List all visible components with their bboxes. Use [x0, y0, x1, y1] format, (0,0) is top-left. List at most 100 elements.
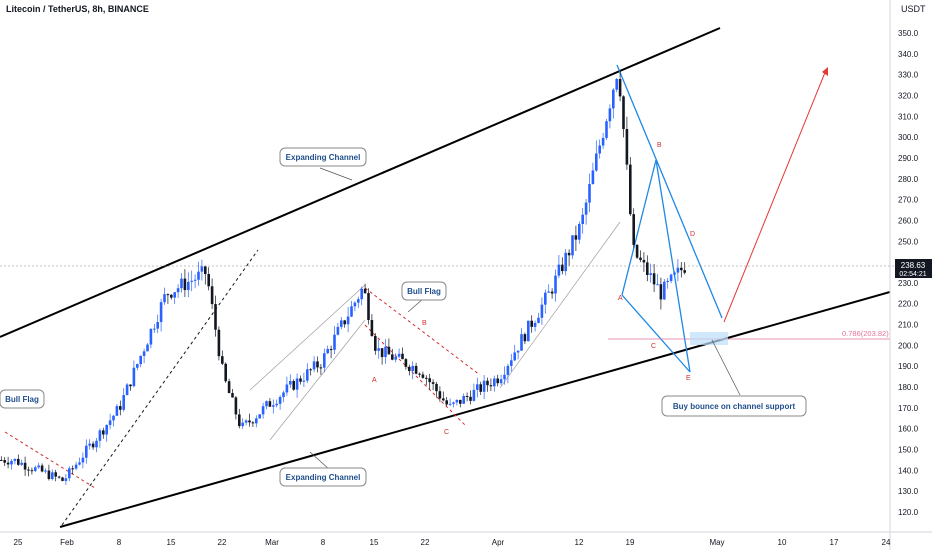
- candle-body: [37, 465, 40, 468]
- candle-body: [207, 274, 210, 287]
- fib-zone: [690, 332, 728, 345]
- right-trend-ab[interactable]: [621, 159, 657, 296]
- right-trend-upper[interactable]: [616, 64, 723, 319]
- annotation-layer: Expanding Channel Expanding Channel Bull…: [0, 142, 889, 487]
- candle-body: [258, 414, 261, 419]
- candle-body: [112, 415, 115, 421]
- candle-body: [282, 392, 285, 398]
- wave-label-mid-b: B: [422, 320, 427, 327]
- candle-body: [380, 348, 384, 358]
- candle-body: [336, 326, 340, 335]
- candle-body: [295, 378, 299, 390]
- candle-body: [214, 304, 217, 330]
- candle-body: [166, 294, 170, 296]
- wave-label-right-d: D: [690, 231, 695, 238]
- callout-bull-flag-left[interactable]: Bull Flag: [0, 389, 45, 409]
- candle-body: [574, 235, 578, 240]
- mid-rising-line-bottom[interactable]: [269, 319, 366, 441]
- candle-body: [27, 469, 30, 471]
- candle-body: [193, 279, 197, 281]
- candle-body: [591, 170, 595, 185]
- candle-body: [241, 422, 244, 427]
- candle-body: [180, 278, 183, 289]
- candle-body: [442, 398, 445, 401]
- candle-body: [57, 476, 61, 478]
- channel-lower-line[interactable]: [59, 291, 891, 528]
- candle-body: [649, 273, 652, 276]
- candle-body: [595, 153, 598, 171]
- candle-body: [414, 365, 418, 374]
- y-tick-label: 340.0: [898, 50, 919, 59]
- mid-rising-line-top[interactable]: [249, 284, 366, 391]
- y-tick-label: 270.0: [898, 196, 919, 205]
- candle-body: [578, 224, 581, 240]
- candle-body: [669, 274, 673, 281]
- candle-body: [81, 457, 85, 463]
- candle-body: [493, 378, 496, 387]
- candle-body: [251, 422, 255, 424]
- candle-body: [360, 288, 363, 300]
- mid-flag-top[interactable]: [364, 287, 481, 376]
- x-tick-label: 25: [14, 538, 23, 547]
- x-tick-label: 8: [117, 538, 122, 547]
- x-tick-label: 22: [421, 538, 430, 547]
- candle-body: [374, 335, 377, 351]
- channel-upper-line[interactable]: [0, 27, 721, 338]
- candle-body: [74, 464, 78, 469]
- support-dashed-line[interactable]: [61, 249, 259, 526]
- y-tick-label: 220.0: [898, 300, 919, 309]
- candle-body: [489, 385, 493, 387]
- right-trend-lower[interactable]: [621, 294, 691, 373]
- x-tick-label: May: [709, 538, 724, 547]
- y-tick-label: 140.0: [898, 466, 919, 475]
- candle-body: [476, 384, 479, 390]
- candle-body: [612, 89, 615, 109]
- price-tag[interactable]: 238.63 02:54:21: [895, 259, 932, 278]
- candle-body: [513, 352, 516, 361]
- candle-body: [326, 349, 329, 354]
- x-tick-label: Feb: [60, 538, 74, 547]
- price-tag-value: 238.63: [901, 261, 926, 270]
- candle-body: [34, 467, 37, 471]
- candle-body: [673, 272, 676, 275]
- x-tick-label: 8: [321, 538, 326, 547]
- x-tick-label: 22: [218, 538, 227, 547]
- candle-body: [227, 381, 231, 394]
- candle-body: [142, 351, 146, 356]
- projection-arrow[interactable]: [723, 69, 827, 323]
- candle-body: [265, 401, 268, 407]
- candle-body: [51, 472, 54, 480]
- y-tick-label: 170.0: [898, 404, 919, 413]
- y-tick-label: 150.0: [898, 446, 919, 455]
- april-rising-line[interactable]: [499, 221, 621, 389]
- mid-flag-bottom[interactable]: [364, 324, 466, 426]
- callout-expanding-bottom[interactable]: Expanding Channel: [279, 467, 367, 487]
- wave-label-right-a: A: [618, 295, 623, 302]
- candle-body: [510, 360, 513, 366]
- candle-body: [680, 267, 683, 271]
- candle-body: [663, 281, 666, 300]
- candle-body: [278, 397, 282, 404]
- candle-body: [676, 267, 680, 273]
- candle-body: [652, 273, 656, 285]
- y-tick-label: 350.0: [898, 29, 919, 38]
- candle-body: [20, 462, 23, 465]
- y-tick-label: 230.0: [898, 279, 919, 288]
- candle-body: [561, 264, 564, 272]
- candle-body: [255, 418, 258, 424]
- x-tick-label: 19: [626, 538, 635, 547]
- wave-label-mid-c: C: [444, 429, 449, 436]
- candle-body: [639, 257, 642, 260]
- callout-expanding-top[interactable]: Expanding Channel: [279, 147, 367, 167]
- candle-body: [387, 346, 391, 355]
- y-tick-label: 260.0: [898, 216, 919, 225]
- candles-layer: [0, 70, 686, 485]
- callout-bull-flag-mid[interactable]: Bull Flag: [401, 281, 447, 301]
- candle-body: [13, 458, 17, 461]
- candle-body: [210, 286, 214, 305]
- callout-buy-bounce[interactable]: Buy bounce on channel support: [661, 395, 807, 417]
- candle-body: [95, 440, 98, 448]
- candle-body: [544, 292, 547, 305]
